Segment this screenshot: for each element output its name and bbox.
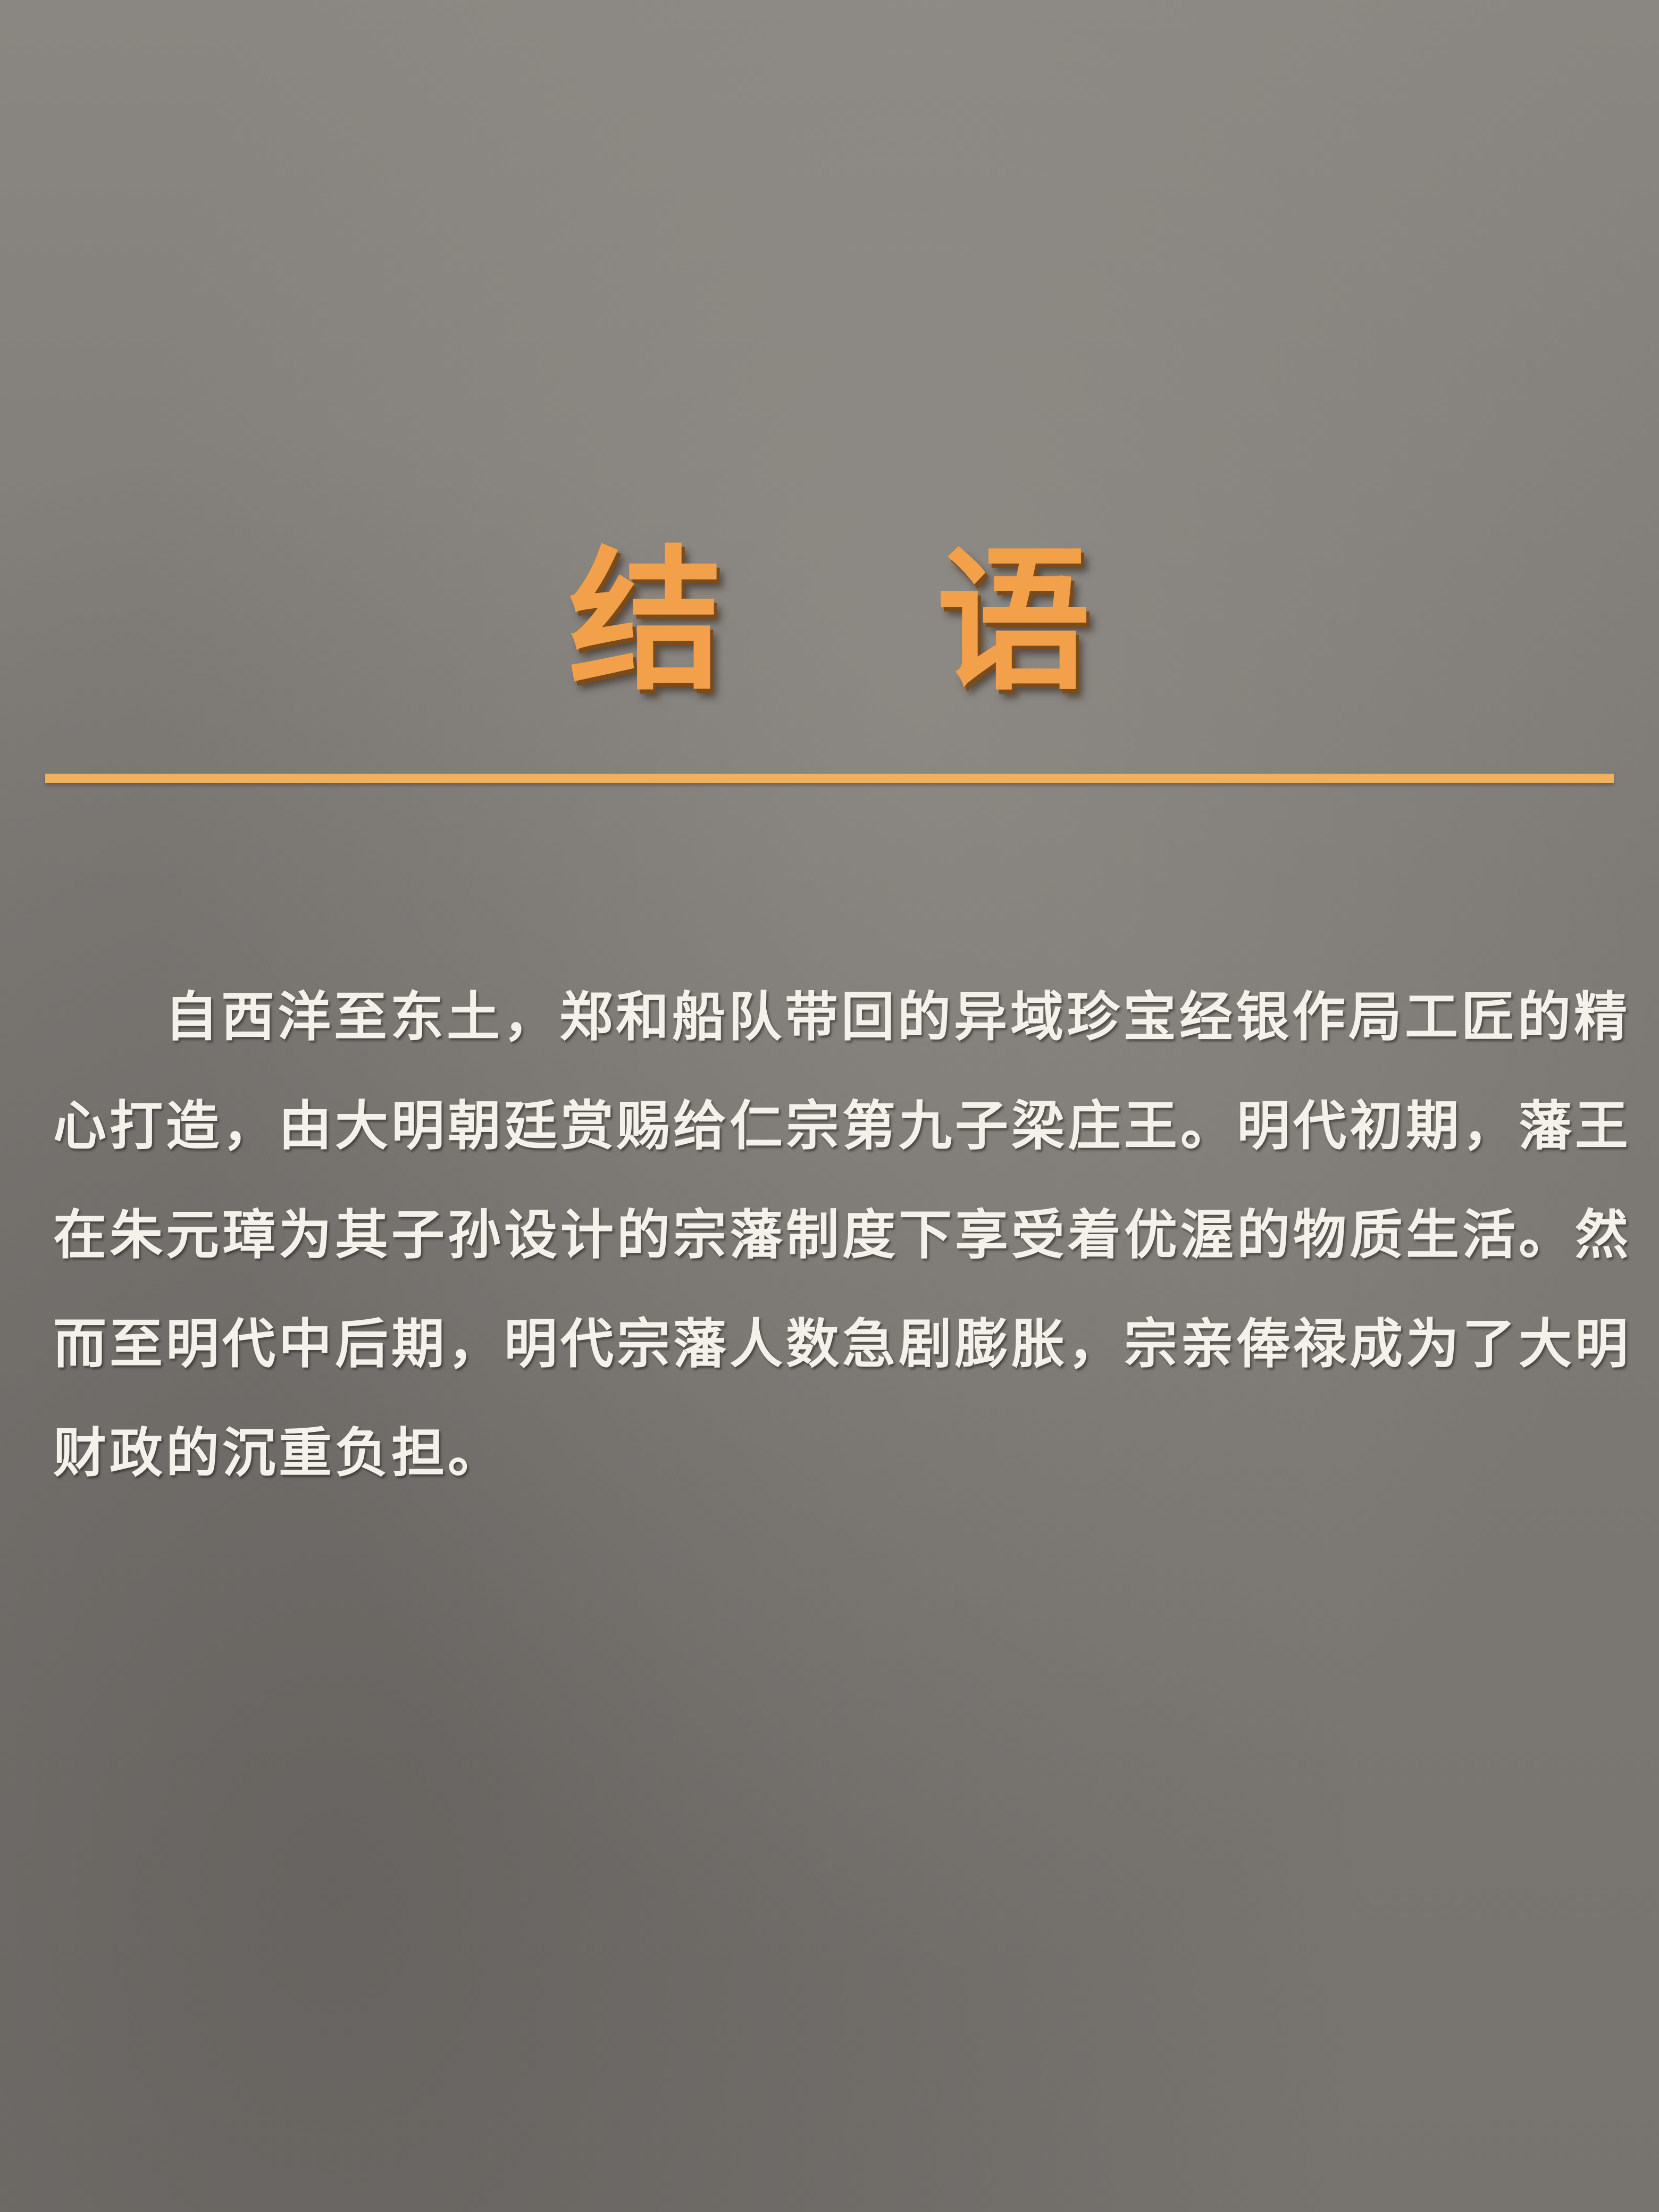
paragraph-line: 而至明代中后期，明代宗藩人数急剧膨胀，宗亲俸禄成为了大明 <box>53 1312 1631 1375</box>
panel-paragraph: 自西洋至东土，郑和船队带回的异域珍宝经银作局工匠的精 心打造，由大明朝廷赏赐给仁… <box>53 962 1631 1507</box>
paragraph-line: 自西洋至东土，郑和船队带回的异域珍宝经银作局工匠的精 <box>165 985 1630 1048</box>
paragraph-line: 心打造，由大明朝廷赏赐给仁宗第九子梁庄王。明代初期，藩王 <box>53 1094 1631 1157</box>
paragraph-line: 在朱元璋为其子孙设计的宗藩制度下享受着优渥的物质生活。然 <box>53 1203 1631 1266</box>
panel-title: 结 语 <box>568 532 1170 711</box>
title-divider <box>45 774 1614 783</box>
paragraph-line: 财政的沉重负担。 <box>53 1421 504 1484</box>
